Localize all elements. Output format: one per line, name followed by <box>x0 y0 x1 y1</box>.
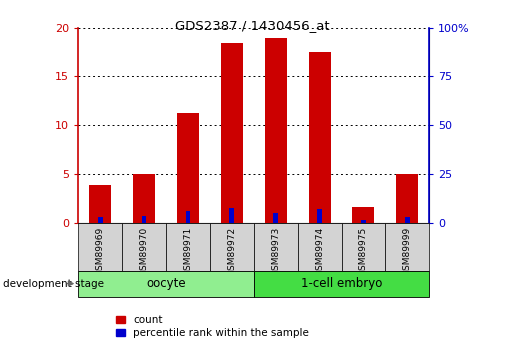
Bar <box>166 223 210 271</box>
Text: GSM89972: GSM89972 <box>227 226 236 276</box>
Bar <box>78 223 122 271</box>
Bar <box>142 216 146 223</box>
Bar <box>361 220 366 223</box>
Bar <box>185 211 190 223</box>
Bar <box>254 271 429 297</box>
Text: 1-cell embryo: 1-cell embryo <box>301 277 382 290</box>
Text: oocyte: oocyte <box>146 277 186 290</box>
Text: development stage: development stage <box>3 279 104 288</box>
Bar <box>210 223 254 271</box>
Text: GSM89971: GSM89971 <box>183 226 192 276</box>
Bar <box>396 174 418 223</box>
Bar <box>405 217 410 223</box>
Text: GSM89974: GSM89974 <box>315 226 324 276</box>
Bar <box>78 271 254 297</box>
Text: GSM89999: GSM89999 <box>403 226 412 276</box>
Bar <box>133 174 155 223</box>
Bar <box>229 208 234 223</box>
Bar <box>273 213 278 223</box>
Bar <box>122 223 166 271</box>
Text: GSM89975: GSM89975 <box>359 226 368 276</box>
Bar <box>317 209 322 223</box>
Bar <box>341 223 385 271</box>
Text: GSM89970: GSM89970 <box>139 226 148 276</box>
Bar <box>89 186 111 223</box>
Bar <box>352 207 374 223</box>
Bar <box>254 223 297 271</box>
Bar <box>265 38 287 223</box>
Bar <box>297 223 341 271</box>
Bar <box>309 52 331 223</box>
Text: GDS2387 / 1430456_at: GDS2387 / 1430456_at <box>175 19 330 32</box>
Bar <box>221 43 243 223</box>
Text: GSM89973: GSM89973 <box>271 226 280 276</box>
Text: GSM89969: GSM89969 <box>96 226 105 276</box>
Legend: count, percentile rank within the sample: count, percentile rank within the sample <box>116 315 309 338</box>
Bar <box>98 217 103 223</box>
Bar <box>177 114 199 223</box>
Bar <box>385 223 429 271</box>
